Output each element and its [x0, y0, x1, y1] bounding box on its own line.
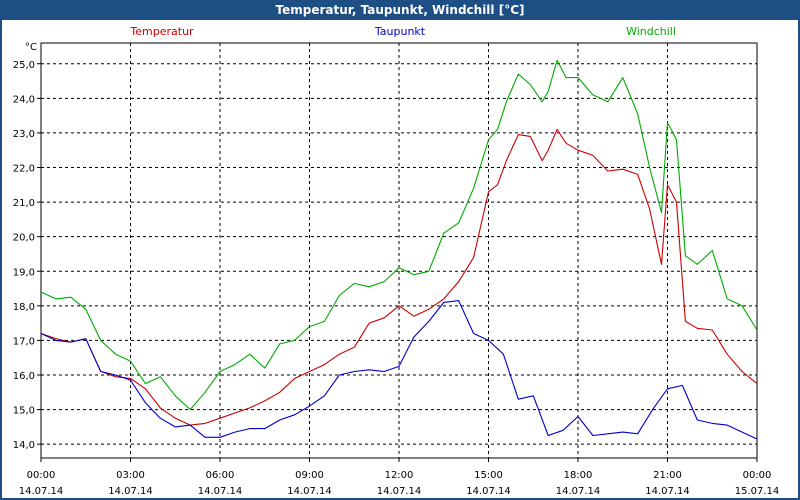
x-tick-date-label: 14.07.14 — [645, 486, 690, 497]
x-tick-date-label: 14.07.14 — [377, 486, 422, 497]
y-tick-label: 17,0 — [13, 336, 35, 347]
x-tick-time-label: 00:00 — [743, 470, 772, 481]
y-tick-label: 21,0 — [13, 198, 35, 209]
window-title: Temperatur, Taupunkt, Windchill [°C] — [275, 3, 525, 17]
y-tick-label: 18,0 — [13, 302, 35, 313]
x-tick-date-label: 14.07.14 — [556, 486, 601, 497]
series-line-windchill — [40, 59, 758, 411]
x-tick-time-label: 21:00 — [653, 470, 682, 481]
legend-entry-taupunkt: Taupunkt — [374, 25, 426, 38]
y-axis-label: °C — [25, 42, 37, 53]
x-tick-date-label: 15.07.14 — [735, 486, 780, 497]
grid-layer — [41, 43, 757, 458]
y-tick-label: 16,0 — [13, 371, 35, 382]
y-tick-label: 20,0 — [13, 233, 35, 244]
x-tick-time-label: 12:00 — [385, 470, 414, 481]
x-tick-date-label: 14.07.14 — [108, 486, 153, 497]
x-tick-date-label: 14.07.14 — [466, 486, 511, 497]
x-tick-time-label: 00:00 — [27, 470, 56, 481]
series-line-taupunkt — [40, 300, 758, 440]
x-tick-time-label: 15:00 — [474, 470, 503, 481]
y-tick-label: 19,0 — [13, 267, 35, 278]
plot-panel — [2, 20, 798, 498]
y-tick-label: 22,0 — [13, 164, 35, 175]
legend-entry-windchill: Windchill — [626, 25, 676, 38]
y-tick-label: 24,0 — [13, 94, 35, 105]
x-tick-time-label: 18:00 — [564, 470, 593, 481]
x-tick-date-label: 14.07.14 — [287, 486, 332, 497]
x-tick-date-label: 14.07.14 — [198, 486, 243, 497]
y-tick-label: 14,0 — [13, 440, 35, 451]
x-tick-date-label: 14.07.14 — [19, 486, 64, 497]
legend-layer: Temperatur Taupunkt Windchill — [129, 25, 676, 38]
y-tick-label: 23,0 — [13, 129, 35, 140]
y-tick-label: 15,0 — [13, 406, 35, 417]
x-tick-time-label: 03:00 — [116, 470, 145, 481]
series-layer — [40, 59, 758, 440]
x-tick-time-label: 06:00 — [206, 470, 235, 481]
legend-entry-temperatur: Temperatur — [129, 25, 194, 38]
axis-layer: 14,0 15,0 16,0 17,0 18,0 19,0 20,0 21,0 22,0 23,0… — [13, 60, 780, 497]
y-tick-label: 25,0 — [13, 60, 35, 71]
x-tick-time-label: 09:00 — [295, 470, 324, 481]
series-line-temperatur — [40, 128, 758, 426]
